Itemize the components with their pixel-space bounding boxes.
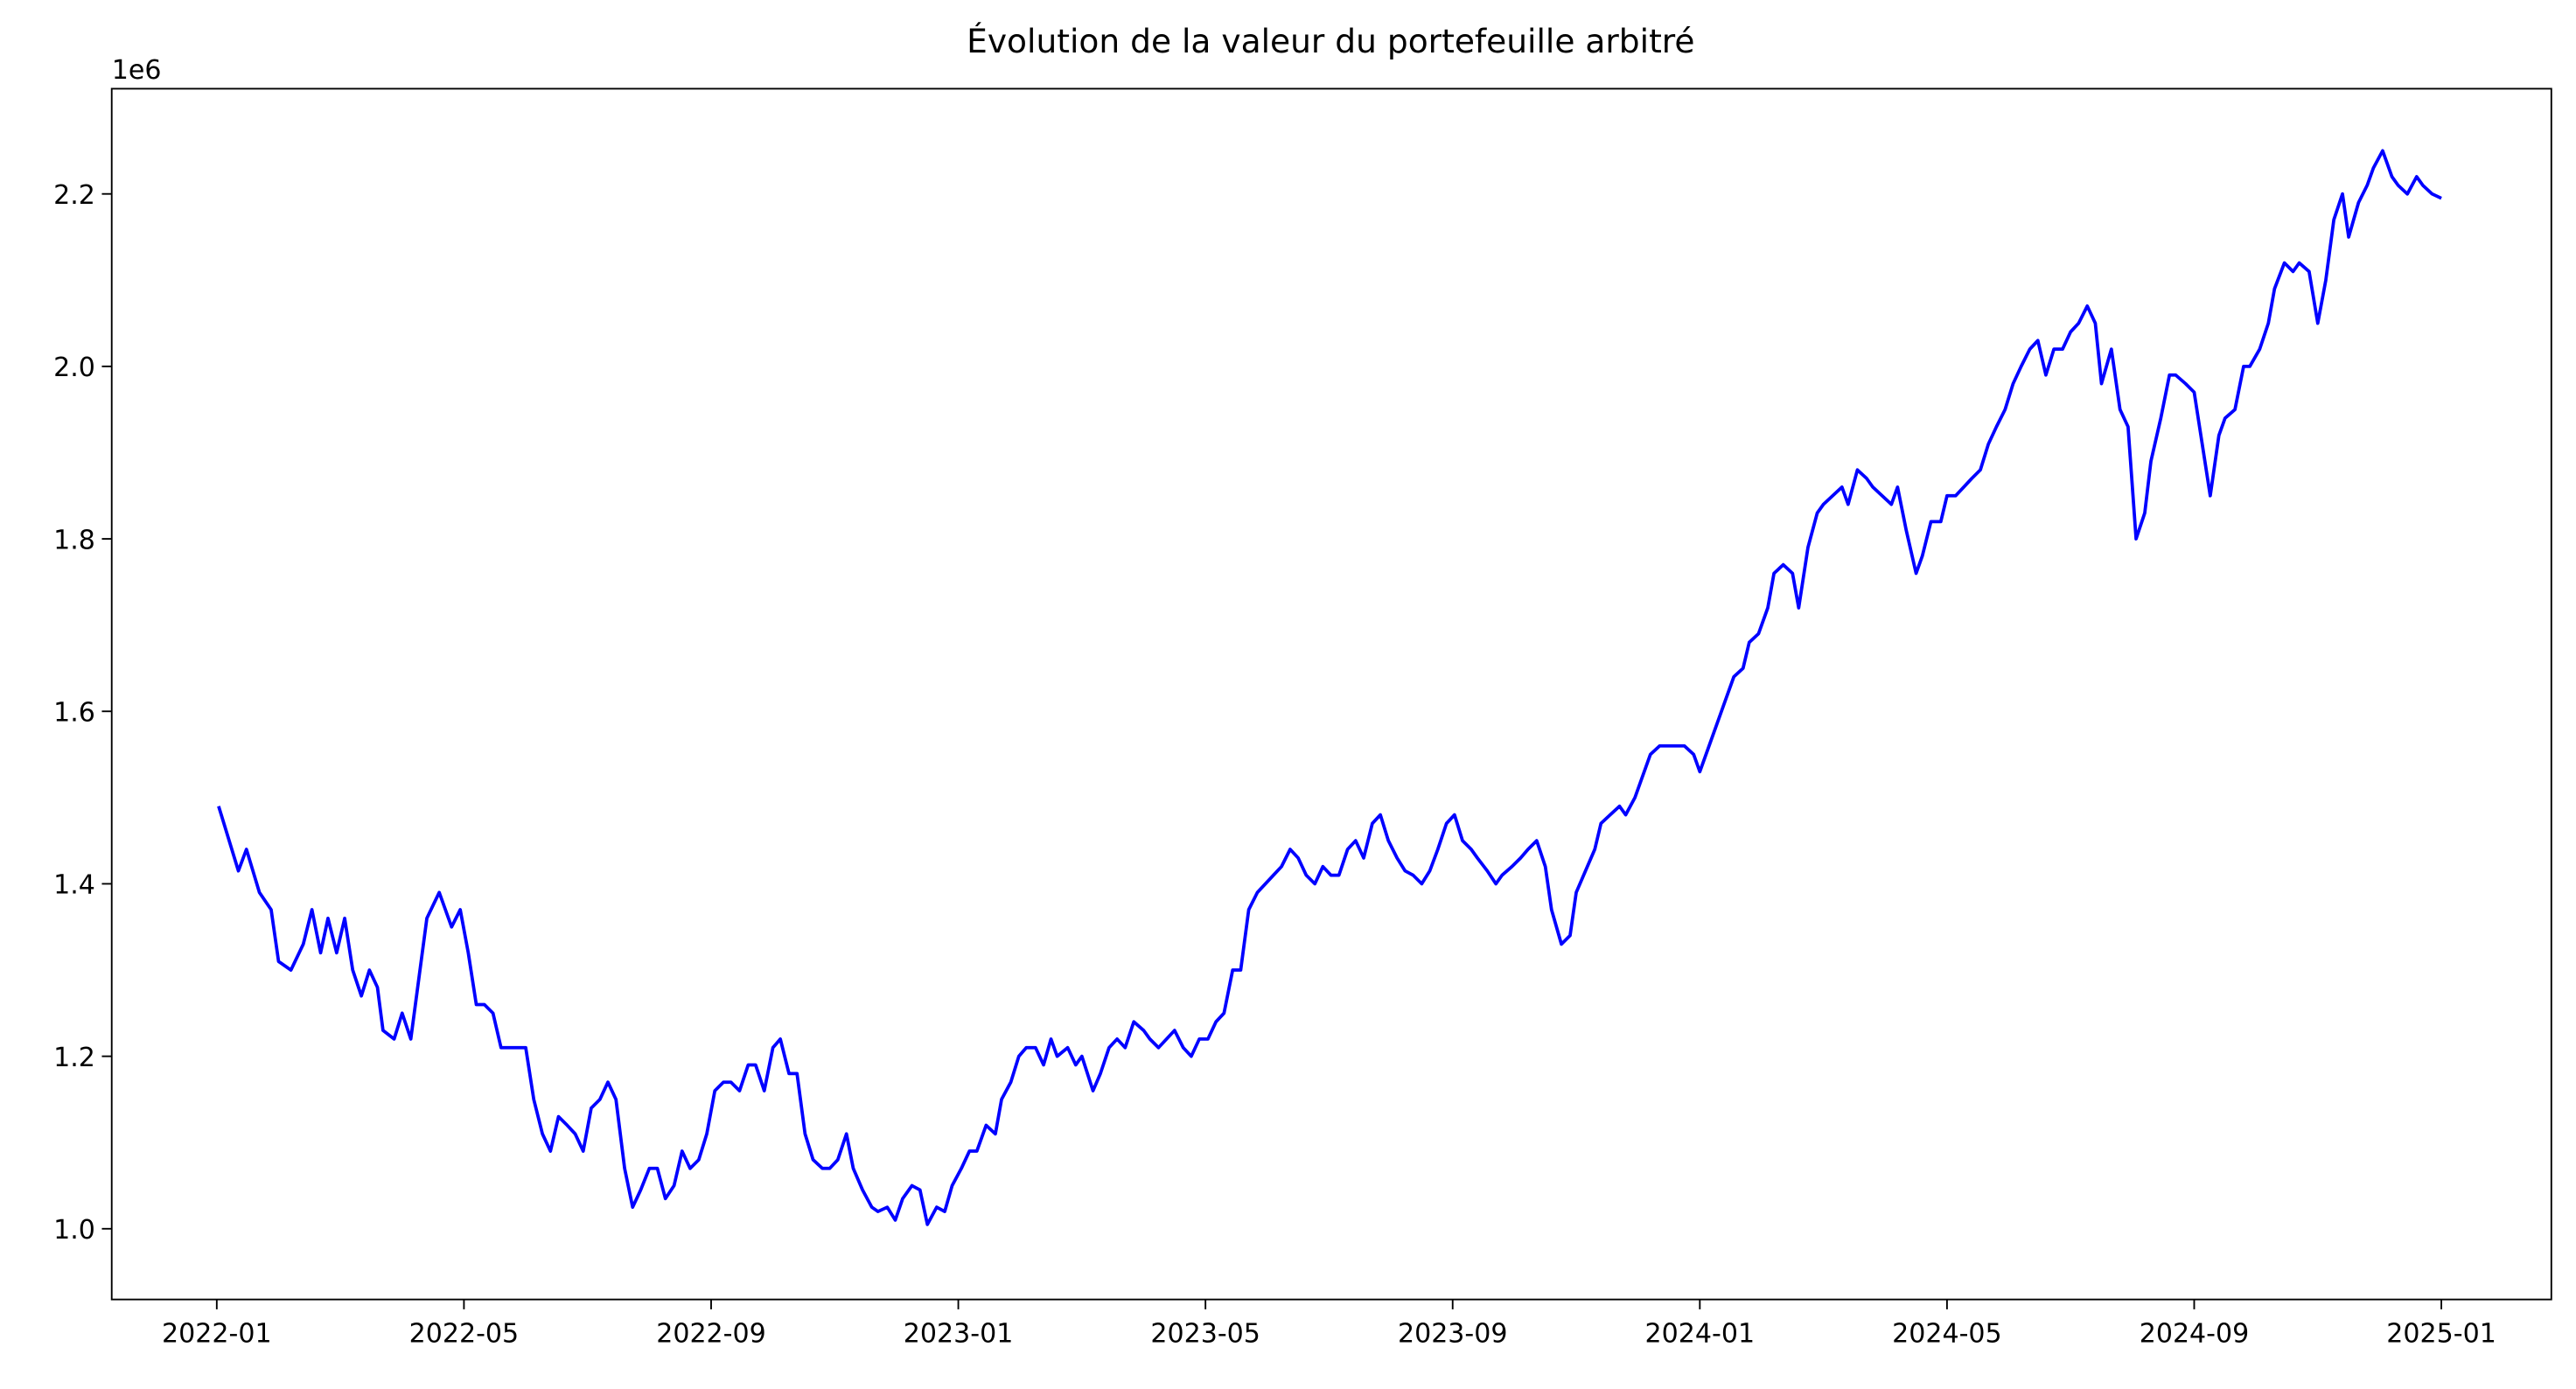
y-offset-label: 1e6 bbox=[112, 55, 162, 86]
plot-frame bbox=[110, 87, 2552, 1301]
x-tick-label: 2024-09 bbox=[2140, 1318, 2250, 1349]
x-tick-label: 2023-09 bbox=[1398, 1318, 1508, 1349]
y-tick-label: 1.6 bbox=[53, 698, 95, 729]
y-tick-label: 2.0 bbox=[53, 352, 95, 383]
chart-title: Évolution de la valeur du portefeuille a… bbox=[967, 22, 1694, 60]
x-tick-label: 2023-05 bbox=[1150, 1318, 1260, 1349]
y-tick-label: 1.2 bbox=[53, 1043, 95, 1073]
y-tick-label: 1.4 bbox=[53, 870, 95, 901]
x-tick-label: 2023-01 bbox=[904, 1318, 1014, 1349]
y-tick-label: 2.2 bbox=[53, 180, 95, 211]
x-tick-label: 2022-01 bbox=[162, 1318, 272, 1349]
y-tick-label: 1.0 bbox=[53, 1215, 95, 1246]
x-tick-label: 2022-09 bbox=[656, 1318, 766, 1349]
x-tick-label: 2024-01 bbox=[1645, 1318, 1756, 1349]
x-tick-label: 2024-05 bbox=[1892, 1318, 2002, 1349]
line-series bbox=[217, 149, 2442, 1226]
y-tick-label: 1.8 bbox=[53, 525, 95, 555]
x-tick-label: 2022-05 bbox=[409, 1318, 520, 1349]
x-tick-label: 2025-01 bbox=[2386, 1318, 2496, 1349]
